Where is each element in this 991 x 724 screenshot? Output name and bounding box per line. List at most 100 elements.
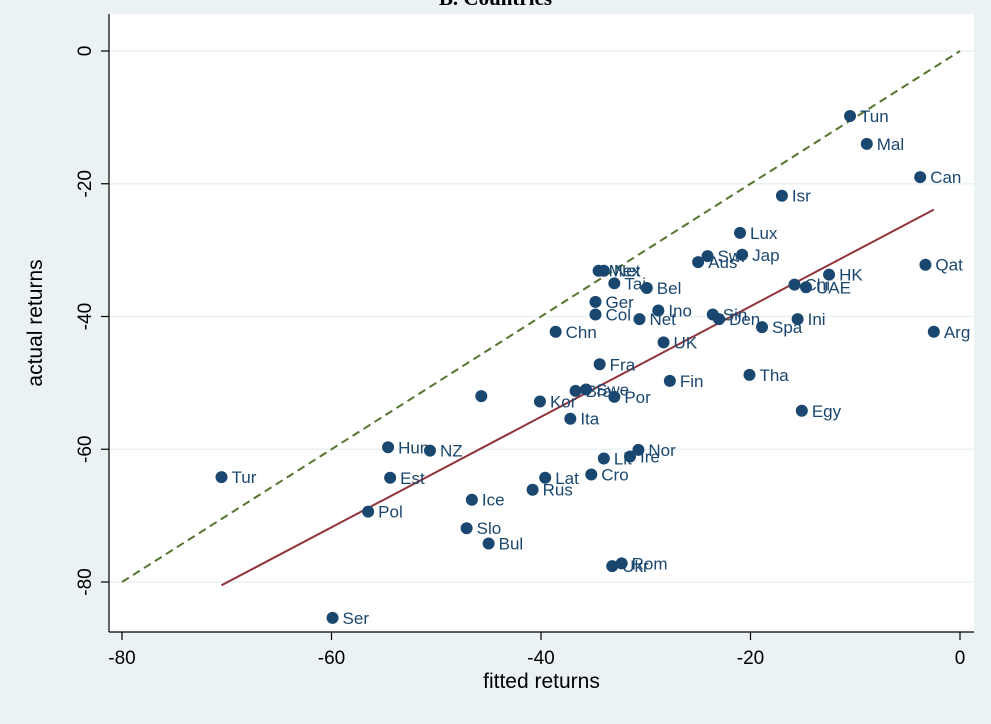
point-label: Sin: [723, 306, 748, 325]
data-point: [569, 384, 582, 397]
point-label: Mex: [609, 262, 642, 281]
point-label: Ita: [580, 410, 599, 429]
data-point: [791, 313, 804, 326]
data-point: [624, 450, 637, 463]
data-point: [482, 537, 495, 550]
data-point: [663, 374, 676, 387]
point-label: Cro: [601, 465, 628, 484]
point-label: Chn: [566, 323, 597, 342]
y-axis-title: actual returns: [24, 259, 47, 386]
point-label: Rus: [543, 481, 573, 500]
chart-title: B. Countries: [0, 0, 991, 11]
point-label: Arg: [944, 323, 970, 342]
x-tick-label: -80: [108, 648, 135, 669]
point-label: Can: [930, 168, 961, 187]
point-label: Tai: [624, 274, 646, 293]
data-point: [800, 281, 813, 294]
y-tick-label: -20: [75, 170, 96, 197]
point-label: Isr: [792, 187, 811, 206]
data-point: [756, 321, 769, 334]
data-point: [597, 264, 610, 277]
data-point: [692, 256, 705, 269]
y-tick-label: -80: [75, 568, 96, 595]
point-label: Kor: [550, 392, 577, 411]
data-point: [823, 268, 836, 281]
data-point: [564, 412, 577, 425]
fit-line: [221, 208, 935, 587]
data-point: [795, 404, 808, 417]
point-label: Est: [400, 469, 425, 488]
data-point: [533, 395, 546, 408]
point-label: Col: [605, 306, 631, 325]
point-label: Fra: [610, 355, 636, 374]
point-label: Tun: [860, 107, 889, 126]
point-label: Rom: [632, 554, 668, 573]
point-label: Bul: [499, 535, 524, 554]
point-label: Pol: [378, 503, 403, 522]
data-point: [775, 189, 788, 202]
y-tick-label: 0: [75, 46, 96, 57]
y-tick-label: -40: [75, 303, 96, 330]
point-label: Swe: [596, 381, 629, 400]
point-label: Tur: [232, 468, 257, 487]
data-point: [549, 325, 562, 338]
data-point: [919, 258, 932, 271]
data-point: [736, 248, 749, 261]
data-point: [580, 383, 593, 396]
data-point: [215, 471, 228, 484]
data-point: [713, 313, 726, 326]
x-tick-label: -40: [527, 648, 554, 669]
point-label: Ukr: [622, 557, 649, 576]
data-point: [423, 444, 436, 457]
data-point: [657, 336, 670, 349]
data-point: [615, 557, 628, 570]
point-label: HK: [839, 266, 863, 285]
data-point: [914, 171, 927, 184]
data-point: [589, 295, 602, 308]
data-point: [788, 278, 801, 291]
point-label: Lux: [750, 224, 778, 243]
data-point: [362, 505, 375, 518]
point-label: Aus: [708, 253, 737, 272]
data-point: [539, 471, 552, 484]
point-label: Net: [649, 310, 676, 329]
point-label: Qat: [935, 256, 963, 275]
data-point: [606, 560, 619, 573]
data-point: [860, 137, 873, 150]
data-point: [475, 390, 488, 403]
point-label: Net: [614, 262, 641, 281]
data-point: [589, 308, 602, 321]
data-point: [460, 522, 473, 535]
point-label: Hun: [398, 438, 429, 457]
data-point: [844, 110, 857, 123]
x-tick-label: 0: [955, 648, 966, 669]
point-label: Lit: [614, 450, 632, 469]
y-tick-label: -60: [75, 436, 96, 463]
data-point: [526, 483, 539, 496]
point-label: Ice: [482, 491, 505, 510]
point-label: Bra: [586, 382, 613, 401]
data-point: [465, 493, 478, 506]
data-point: [734, 226, 747, 239]
data-point: [326, 611, 339, 624]
x-tick-label: -20: [737, 648, 764, 669]
point-label: Spa: [772, 318, 803, 337]
data-point: [585, 468, 598, 481]
point-label: Den: [729, 310, 760, 329]
point-label: Slo: [477, 519, 502, 538]
data-point: [382, 441, 395, 454]
point-label: Mal: [877, 135, 904, 154]
data-point: [927, 325, 940, 338]
data-point: [743, 368, 756, 381]
data-point: [633, 313, 646, 326]
point-label: Nor: [648, 441, 676, 460]
point-label: Ini: [808, 310, 826, 329]
point-label: Por: [624, 388, 651, 407]
data-point: [384, 471, 397, 484]
point-label: Jap: [752, 246, 779, 265]
point-label: NZ: [440, 442, 463, 461]
point-label: Egy: [812, 402, 842, 421]
point-label: Ger: [605, 293, 634, 312]
